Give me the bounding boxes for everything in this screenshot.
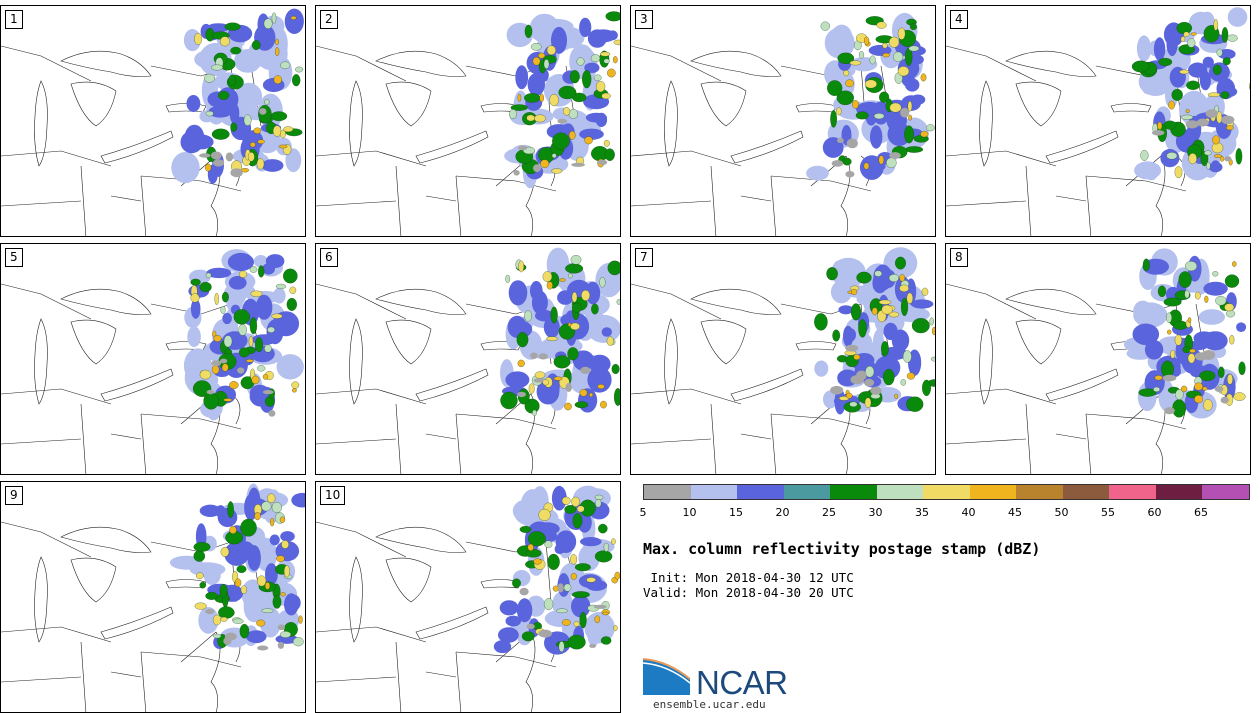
ncar-logo: NCAR bbox=[642, 655, 793, 701]
colorbar-segment bbox=[783, 485, 830, 499]
member-number: 1 bbox=[5, 10, 23, 29]
member-number: 5 bbox=[5, 248, 23, 267]
colorbar-segment bbox=[1109, 485, 1156, 499]
valid-time: Valid: Mon 2018-04-30 20 UTC bbox=[643, 585, 854, 600]
logo-url: ensemble.ucar.edu bbox=[653, 698, 766, 711]
colorbar-segment bbox=[1202, 485, 1249, 499]
member-number: 4 bbox=[950, 10, 968, 29]
svg-text:NCAR: NCAR bbox=[696, 664, 788, 697]
colorbar-tick-label: 55 bbox=[1101, 506, 1115, 519]
reflectivity-map bbox=[1, 8, 304, 236]
member-panel-2: 2 bbox=[315, 5, 621, 237]
init-time: Init: Mon 2018-04-30 12 UTC bbox=[643, 570, 854, 585]
member-number: 7 bbox=[635, 248, 653, 267]
reflectivity-map bbox=[316, 485, 620, 712]
member-number: 6 bbox=[320, 248, 338, 267]
colorbar-tick-label: 30 bbox=[868, 506, 883, 519]
colorbar-segment bbox=[1016, 485, 1063, 499]
member-panel-9: 9 bbox=[0, 481, 306, 713]
colorbar-segment bbox=[969, 485, 1016, 499]
colorbar-tick-label: 25 bbox=[822, 506, 836, 519]
member-panel-6: 6 bbox=[315, 243, 621, 475]
colorbar-segment bbox=[690, 485, 737, 499]
colorbar-segment bbox=[830, 485, 877, 499]
reflectivity-map bbox=[316, 11, 620, 236]
member-panel-4: 4 bbox=[945, 5, 1251, 237]
colorbar-tick-label: 35 bbox=[915, 506, 929, 519]
colorbar-segment bbox=[923, 485, 970, 499]
member-panel-7: 7 bbox=[630, 243, 936, 475]
colorbar-tick-label: 10 bbox=[682, 506, 697, 519]
colorbar-tick-label: 45 bbox=[1008, 506, 1022, 519]
reflectivity-colorbar bbox=[643, 484, 1250, 500]
reflectivity-map bbox=[946, 7, 1250, 236]
reflectivity-map bbox=[1, 249, 304, 474]
colorbar-segment bbox=[644, 485, 691, 499]
member-panel-8: 8 bbox=[945, 243, 1251, 475]
member-number: 3 bbox=[635, 10, 653, 29]
colorbar-tick-label: 15 bbox=[729, 506, 743, 519]
colorbar-segment bbox=[737, 485, 784, 499]
colorbar-segment bbox=[1062, 485, 1109, 499]
reflectivity-map bbox=[316, 247, 620, 474]
reflectivity-map bbox=[946, 248, 1247, 474]
member-panel-3: 3 bbox=[630, 5, 936, 237]
colorbar-tick-label: 50 bbox=[1054, 506, 1069, 519]
colorbar-tick-label: 65 bbox=[1194, 506, 1208, 519]
member-number: 10 bbox=[320, 486, 346, 505]
colorbar-segment bbox=[1155, 485, 1202, 499]
colorbar-tick-label: 20 bbox=[775, 506, 790, 519]
figure-title: Max. column reflectivity postage stamp (… bbox=[643, 540, 1041, 558]
reflectivity-map bbox=[631, 247, 935, 474]
colorbar-segment bbox=[876, 485, 923, 499]
colorbar-tick-label: 60 bbox=[1147, 506, 1162, 519]
member-panel-5: 5 bbox=[0, 243, 306, 475]
member-number: 2 bbox=[320, 10, 338, 29]
colorbar-tick-label: 40 bbox=[961, 506, 976, 519]
member-number: 8 bbox=[950, 248, 968, 267]
member-number: 9 bbox=[5, 486, 23, 505]
reflectivity-map bbox=[631, 12, 935, 236]
member-panel-1: 1 bbox=[0, 5, 306, 237]
reflectivity-map bbox=[1, 483, 305, 712]
member-panel-10: 10 bbox=[315, 481, 621, 713]
colorbar-tick-label: 5 bbox=[639, 506, 647, 519]
